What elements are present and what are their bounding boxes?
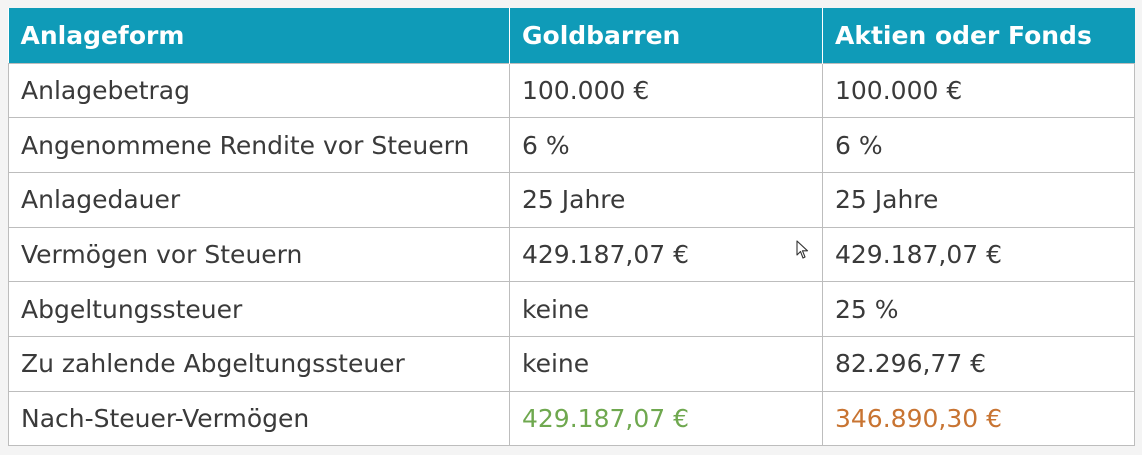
header-goldbarren: Goldbarren xyxy=(509,8,823,63)
gold-value: 6 % xyxy=(509,117,823,173)
fonds-value: 429.187,07 € xyxy=(822,226,1135,283)
fonds-value: 100.000 € xyxy=(822,62,1135,119)
comparison-table: Anlageform Goldbarren Aktien oder Fonds … xyxy=(8,8,1135,447)
fonds-result-value: 346.890,30 € xyxy=(822,390,1135,447)
row-label: Nach-Steuer-Vermögen xyxy=(8,390,510,447)
row-label: Angenommene Rendite vor Steuern xyxy=(8,117,510,173)
fonds-value: 82.296,77 € xyxy=(822,335,1135,392)
table-row: Vermögen vor Steuern 429.187,07 € 429.18… xyxy=(8,226,1135,283)
row-label: Anlagebetrag xyxy=(8,62,510,119)
fonds-value: 6 % xyxy=(822,117,1135,173)
gold-value: keine xyxy=(509,281,823,337)
row-label: Zu zahlende Abgeltungssteuer xyxy=(8,335,510,392)
table-row-result: Nach-Steuer-Vermögen 429.187,07 € 346.89… xyxy=(8,390,1135,447)
gold-value: 429.187,07 € xyxy=(509,226,823,283)
fonds-value: 25 % xyxy=(822,281,1135,337)
gold-value: keine xyxy=(509,335,823,392)
table-row: Anlagebetrag 100.000 € 100.000 € xyxy=(8,62,1135,119)
row-label: Abgeltungssteuer xyxy=(8,281,510,337)
gold-value: 100.000 € xyxy=(509,62,823,119)
header-aktien-fonds: Aktien oder Fonds xyxy=(822,8,1135,63)
table-row: Angenommene Rendite vor Steuern 6 % 6 % xyxy=(8,117,1135,173)
gold-value: 25 Jahre xyxy=(509,171,823,228)
mouse-pointer-icon xyxy=(796,240,809,259)
header-anlageform: Anlageform xyxy=(8,8,510,63)
table-row: Abgeltungssteuer keine 25 % xyxy=(8,281,1135,337)
gold-result-value: 429.187,07 € xyxy=(509,390,823,447)
row-label: Vermögen vor Steuern xyxy=(8,226,510,283)
table-row: Anlagedauer 25 Jahre 25 Jahre xyxy=(8,171,1135,228)
table-row: Zu zahlende Abgeltungssteuer keine 82.29… xyxy=(8,335,1135,392)
fonds-value: 25 Jahre xyxy=(822,171,1135,228)
table-header-row: Anlageform Goldbarren Aktien oder Fonds xyxy=(8,8,1135,63)
row-label: Anlagedauer xyxy=(8,171,510,228)
